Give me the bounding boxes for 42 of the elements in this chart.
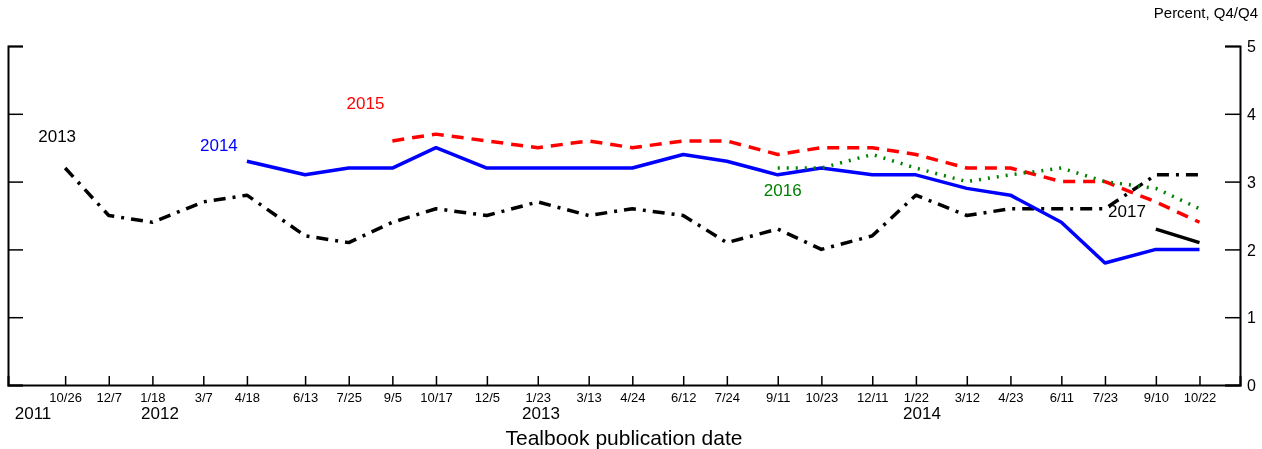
- series-label: 2015: [346, 93, 385, 113]
- x-tick-label: 4/24: [620, 390, 646, 405]
- x-tick-label: 9/10: [1143, 390, 1170, 405]
- x-tick-label: 1/22: [903, 390, 930, 405]
- x-tick-label: 12/7: [96, 390, 122, 405]
- y-tick-label: 5: [1247, 38, 1256, 56]
- x-tick-label: 10/23: [805, 390, 839, 405]
- text: 2013: [522, 404, 560, 423]
- x-tick-label: 10/22: [1183, 390, 1217, 405]
- text: 2012: [141, 404, 179, 423]
- x-tick-label: 6/12: [671, 390, 697, 405]
- x-tick-label: 3/12: [954, 390, 980, 405]
- x-tick-label: 12/5: [474, 390, 501, 405]
- x-tick-label: 12/11: [856, 390, 889, 405]
- text: 2014: [903, 404, 941, 423]
- y-tick-label: 4: [1247, 105, 1256, 123]
- x-tick-label: 7/23: [1092, 390, 1119, 405]
- text: 2011: [14, 404, 52, 423]
- series-label: 2016: [763, 181, 802, 201]
- y-axis-title: Percent, Q4/Q4: [1153, 4, 1258, 21]
- x-tick-label: 7/24: [714, 390, 740, 405]
- x-tick-label: 3/7: [194, 390, 213, 405]
- x-tick-label: 4/18: [234, 390, 261, 405]
- x-tick-label: 1/18: [140, 390, 166, 405]
- series-label: 2014: [200, 136, 238, 156]
- y-tick-label: 1: [1247, 309, 1256, 327]
- x-tick-label: 4/23: [998, 390, 1024, 405]
- y-tick-label: 3: [1247, 173, 1256, 191]
- x-tick-label: 9/5: [383, 390, 402, 405]
- x-axis-title: Tealbook publication date: [505, 426, 743, 449]
- y-tick-label: 0: [1247, 377, 1256, 395]
- series-label: 2017: [1108, 202, 1146, 222]
- x-tick-label: 9/11: [766, 390, 791, 405]
- x-tick-label: 1/23: [525, 390, 551, 405]
- x-tick-label: 7/25: [336, 390, 362, 405]
- x-tick-label: 10/26: [49, 390, 82, 405]
- x-tick-label: 3/13: [576, 390, 602, 405]
- y-tick-label: 2: [1247, 241, 1256, 259]
- x-tick-label: 6/11: [1049, 390, 1074, 405]
- x-tick-label: 6/13: [292, 390, 319, 405]
- x-tick-label: 10/17: [420, 390, 453, 405]
- series-label: 2013: [38, 127, 77, 147]
